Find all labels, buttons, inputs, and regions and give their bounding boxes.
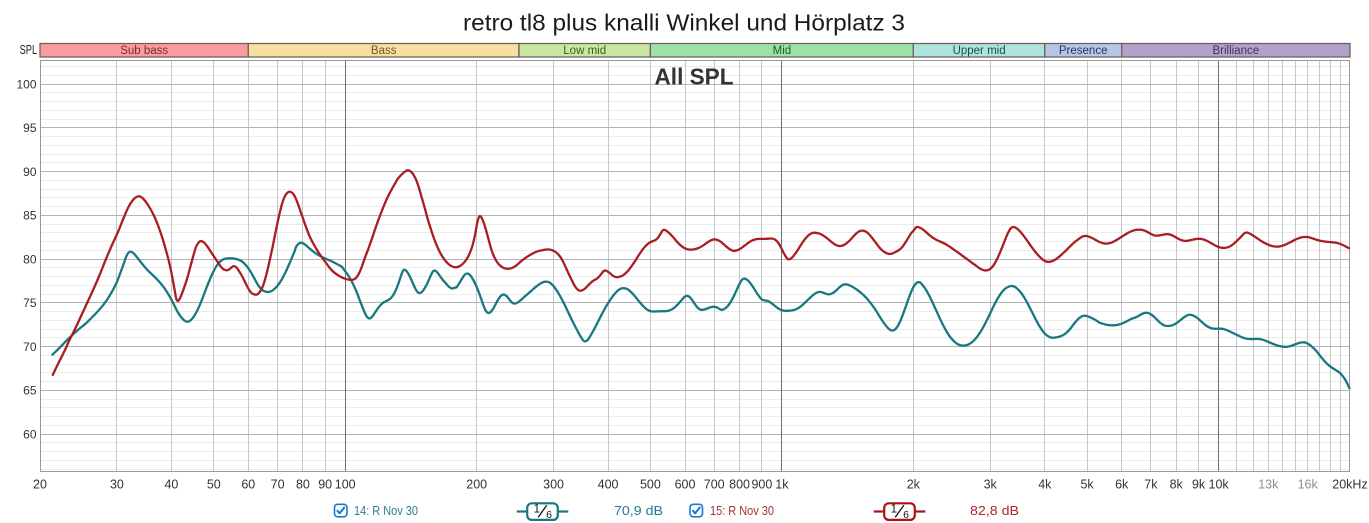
svg-text:5k: 5k [1080, 478, 1094, 492]
svg-text:75: 75 [23, 296, 37, 310]
svg-text:100: 100 [16, 77, 36, 91]
svg-text:90: 90 [318, 478, 332, 492]
svg-text:10k: 10k [1209, 478, 1230, 492]
svg-text:7k: 7k [1144, 478, 1158, 492]
svg-text:Mid: Mid [773, 45, 792, 57]
svg-text:40: 40 [164, 478, 178, 492]
svg-text:2k: 2k [907, 478, 921, 492]
svg-text:65: 65 [23, 384, 37, 398]
svg-text:6: 6 [546, 509, 552, 521]
svg-text:800: 800 [729, 478, 750, 492]
svg-text:13k: 13k [1258, 478, 1279, 492]
svg-text:85: 85 [23, 209, 37, 223]
svg-text:200: 200 [466, 478, 487, 492]
svg-text:400: 400 [598, 478, 619, 492]
svg-text:60: 60 [241, 478, 255, 492]
svg-text:retro tl8 plus knalli Winkel u: retro tl8 plus knalli Winkel und Hörplat… [463, 10, 905, 36]
svg-text:700: 700 [704, 478, 725, 492]
svg-text:6k: 6k [1115, 478, 1129, 492]
svg-text:Upper mid: Upper mid [953, 45, 1006, 57]
svg-text:80: 80 [296, 478, 310, 492]
svg-text:80: 80 [23, 252, 37, 266]
svg-text:30: 30 [110, 478, 124, 492]
svg-text:Brilliance: Brilliance [1212, 45, 1259, 57]
svg-text:50: 50 [207, 478, 221, 492]
svg-text:15: R Nov 30: 15: R Nov 30 [710, 503, 774, 518]
svg-text:70,9 dB: 70,9 dB [614, 503, 663, 518]
svg-text:Sub bass: Sub bass [120, 45, 168, 57]
svg-text:95: 95 [23, 121, 37, 135]
svg-text:900: 900 [751, 478, 772, 492]
svg-text:Presence: Presence [1059, 45, 1108, 57]
svg-text:1: 1 [891, 504, 897, 516]
svg-text:SPL: SPL [20, 42, 37, 57]
svg-text:300: 300 [543, 478, 564, 492]
svg-text:20: 20 [33, 478, 47, 492]
svg-text:Bass: Bass [371, 45, 397, 57]
svg-text:9k: 9k [1192, 478, 1206, 492]
svg-text:20kHz: 20kHz [1332, 478, 1367, 492]
svg-text:Low mid: Low mid [563, 45, 606, 57]
svg-text:1k: 1k [775, 478, 789, 492]
svg-text:1: 1 [534, 504, 540, 516]
svg-text:600: 600 [675, 478, 696, 492]
svg-text:100: 100 [335, 478, 356, 492]
svg-text:8k: 8k [1170, 478, 1184, 492]
svg-text:82,8 dB: 82,8 dB [970, 503, 1019, 518]
svg-text:6: 6 [903, 509, 909, 521]
svg-text:70: 70 [23, 340, 37, 354]
svg-text:14: R Nov 30: 14: R Nov 30 [354, 503, 418, 518]
svg-text:3k: 3k [984, 478, 998, 492]
svg-text:90: 90 [23, 165, 37, 179]
svg-text:All SPL: All SPL [655, 64, 734, 90]
svg-text:16k: 16k [1298, 478, 1319, 492]
svg-text:4k: 4k [1038, 478, 1052, 492]
svg-text:500: 500 [640, 478, 661, 492]
svg-text:60: 60 [23, 427, 37, 441]
svg-text:70: 70 [271, 478, 285, 492]
